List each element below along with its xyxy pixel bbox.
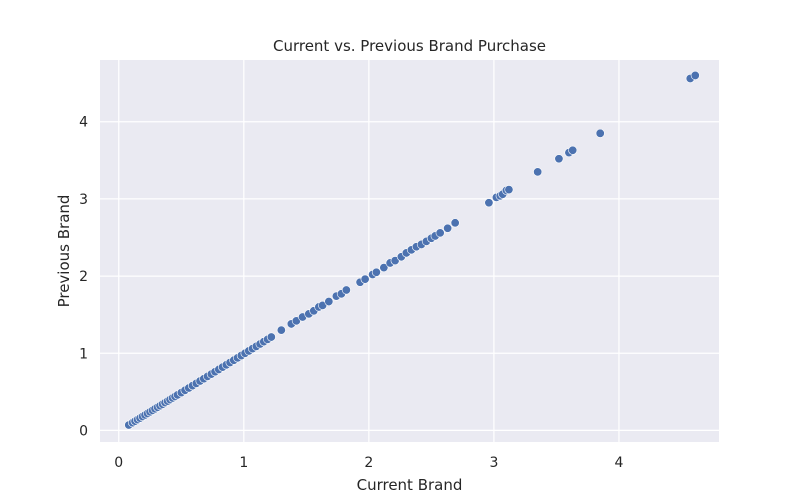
- data-point: [533, 167, 543, 177]
- data-point: [276, 325, 286, 335]
- data-point: [595, 128, 605, 138]
- data-points: [124, 70, 700, 430]
- y-tick-label: 4: [79, 115, 88, 131]
- data-point: [450, 218, 460, 228]
- data-point: [443, 223, 453, 233]
- data-point: [568, 145, 578, 155]
- y-tick-label: 3: [79, 192, 88, 208]
- x-axis-label: Current Brand: [357, 476, 463, 494]
- x-tick-label: 0: [114, 455, 123, 471]
- x-tick-label: 1: [239, 455, 248, 471]
- y-axis-ticks: 0 1 2 3 4: [79, 115, 88, 440]
- x-tick-label: 2: [364, 455, 373, 471]
- data-point: [435, 228, 445, 238]
- data-point: [266, 332, 276, 342]
- grid: [100, 60, 719, 442]
- x-axis-ticks: 0 1 2 3 4: [114, 455, 623, 471]
- data-point: [379, 263, 389, 273]
- x-tick-label: 3: [489, 455, 498, 471]
- data-point: [554, 154, 564, 164]
- y-axis-label: Previous Brand: [55, 195, 73, 308]
- y-tick-label: 2: [79, 269, 88, 285]
- y-tick-label: 0: [79, 423, 88, 439]
- data-point: [360, 274, 370, 284]
- data-point: [484, 198, 494, 208]
- data-point: [371, 267, 381, 277]
- data-point: [504, 185, 514, 195]
- data-point: [324, 297, 334, 307]
- x-tick-label: 4: [614, 455, 623, 471]
- data-point: [341, 285, 351, 295]
- y-tick-label: 1: [79, 346, 88, 362]
- chart-title: Current vs. Previous Brand Purchase: [273, 37, 546, 55]
- data-point: [690, 70, 700, 80]
